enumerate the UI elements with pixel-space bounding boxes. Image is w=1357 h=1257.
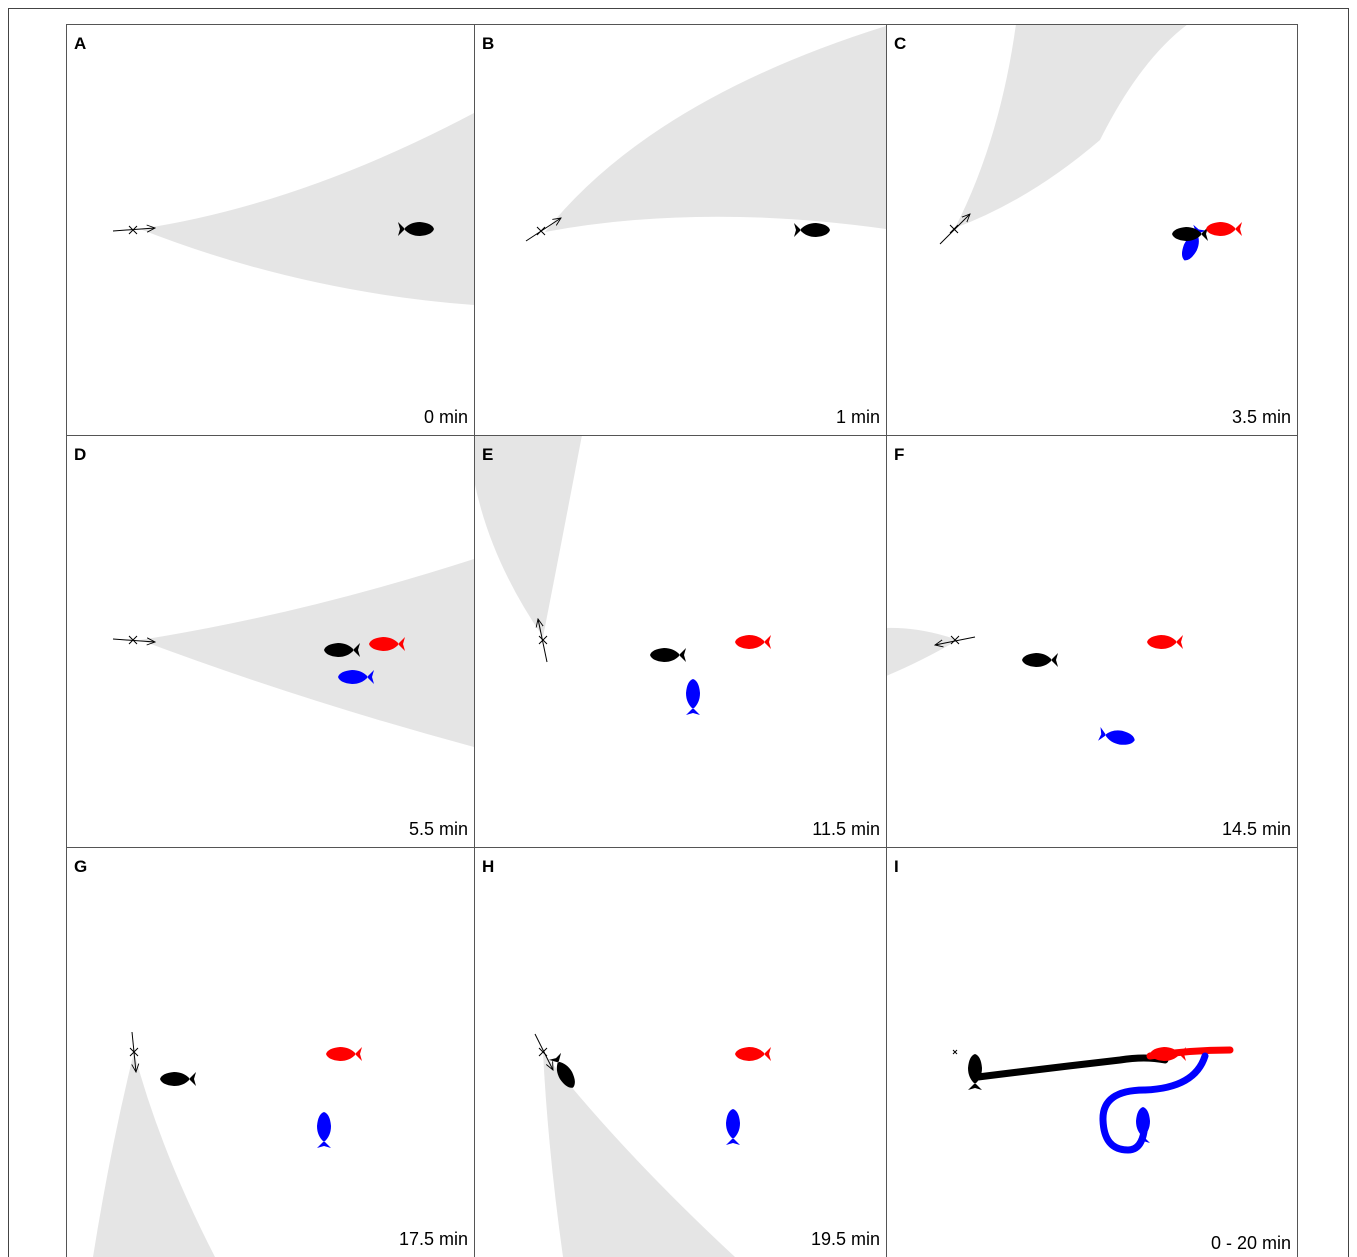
fish [686,679,700,715]
panel-content [526,26,886,241]
panel-content [113,559,474,747]
fish [1136,1107,1150,1143]
fish [1022,653,1058,667]
panel-label: I [894,857,899,876]
fish [317,1112,331,1148]
time-label: 3.5 min [1232,407,1291,427]
panel-label: H [482,857,494,876]
fish [1206,222,1242,236]
panel: F 14.5 min [886,436,1298,848]
position-marker [953,1050,957,1054]
vision-cone [140,559,474,747]
vision-cone [140,113,474,305]
panel-content [953,1047,1230,1150]
panel-label: G [74,857,87,876]
fish [735,1047,771,1061]
fish [1098,727,1136,747]
figure: A 0 min B 1 min C 3.5 min D 5.5 min E 11.5 min F 14… [0,0,1357,1257]
panel-label: D [74,445,86,464]
fish [650,648,686,662]
panel-content [93,1032,362,1257]
panel-label: C [894,34,906,53]
panel: I 0 - 20 min [887,848,1298,1257]
panel: C 3.5 min [887,24,1298,436]
panel-content [113,113,474,305]
panel: E 11.5 min [474,435,887,848]
time-label: 1 min [836,407,880,427]
vision-cone [93,1052,215,1257]
vision-cone [545,26,886,232]
fish [326,1047,362,1061]
track [1103,1056,1205,1150]
panel: B 1 min [475,25,887,436]
vision-cone [886,628,958,676]
fish [735,635,771,649]
time-label: 14.5 min [1222,819,1291,839]
panel-label: F [894,445,904,464]
vision-cone [955,24,1188,228]
panel: H 19.5 min [475,848,887,1257]
time-label: 0 - 20 min [1211,1233,1291,1253]
panel-label: A [74,34,86,53]
fish [1172,227,1208,241]
position-marker [537,227,545,235]
heading-arrow [940,214,970,244]
fish [726,1109,740,1145]
panel: G 17.5 min [67,848,475,1257]
track [978,1058,1165,1077]
panel-content [474,435,771,715]
fish [794,223,830,237]
vision-cone [474,435,582,637]
fish [160,1072,196,1086]
panel-label: B [482,34,494,53]
time-label: 11.5 min [812,819,880,839]
panel: A 0 min [67,25,475,436]
panel-frame [475,848,887,1257]
position-marker [950,225,958,233]
panel: D 5.5 min [67,436,475,848]
time-label: 17.5 min [399,1229,468,1249]
time-label: 19.5 min [811,1229,880,1249]
panel-content [886,628,1183,747]
fish [968,1054,982,1090]
fish [1147,635,1183,649]
time-label: 0 min [424,407,468,427]
time-label: 5.5 min [409,819,468,839]
panel-content [940,24,1242,263]
panel-label: E [482,445,493,464]
panel-frame [887,848,1298,1257]
panel-content [535,1034,771,1257]
